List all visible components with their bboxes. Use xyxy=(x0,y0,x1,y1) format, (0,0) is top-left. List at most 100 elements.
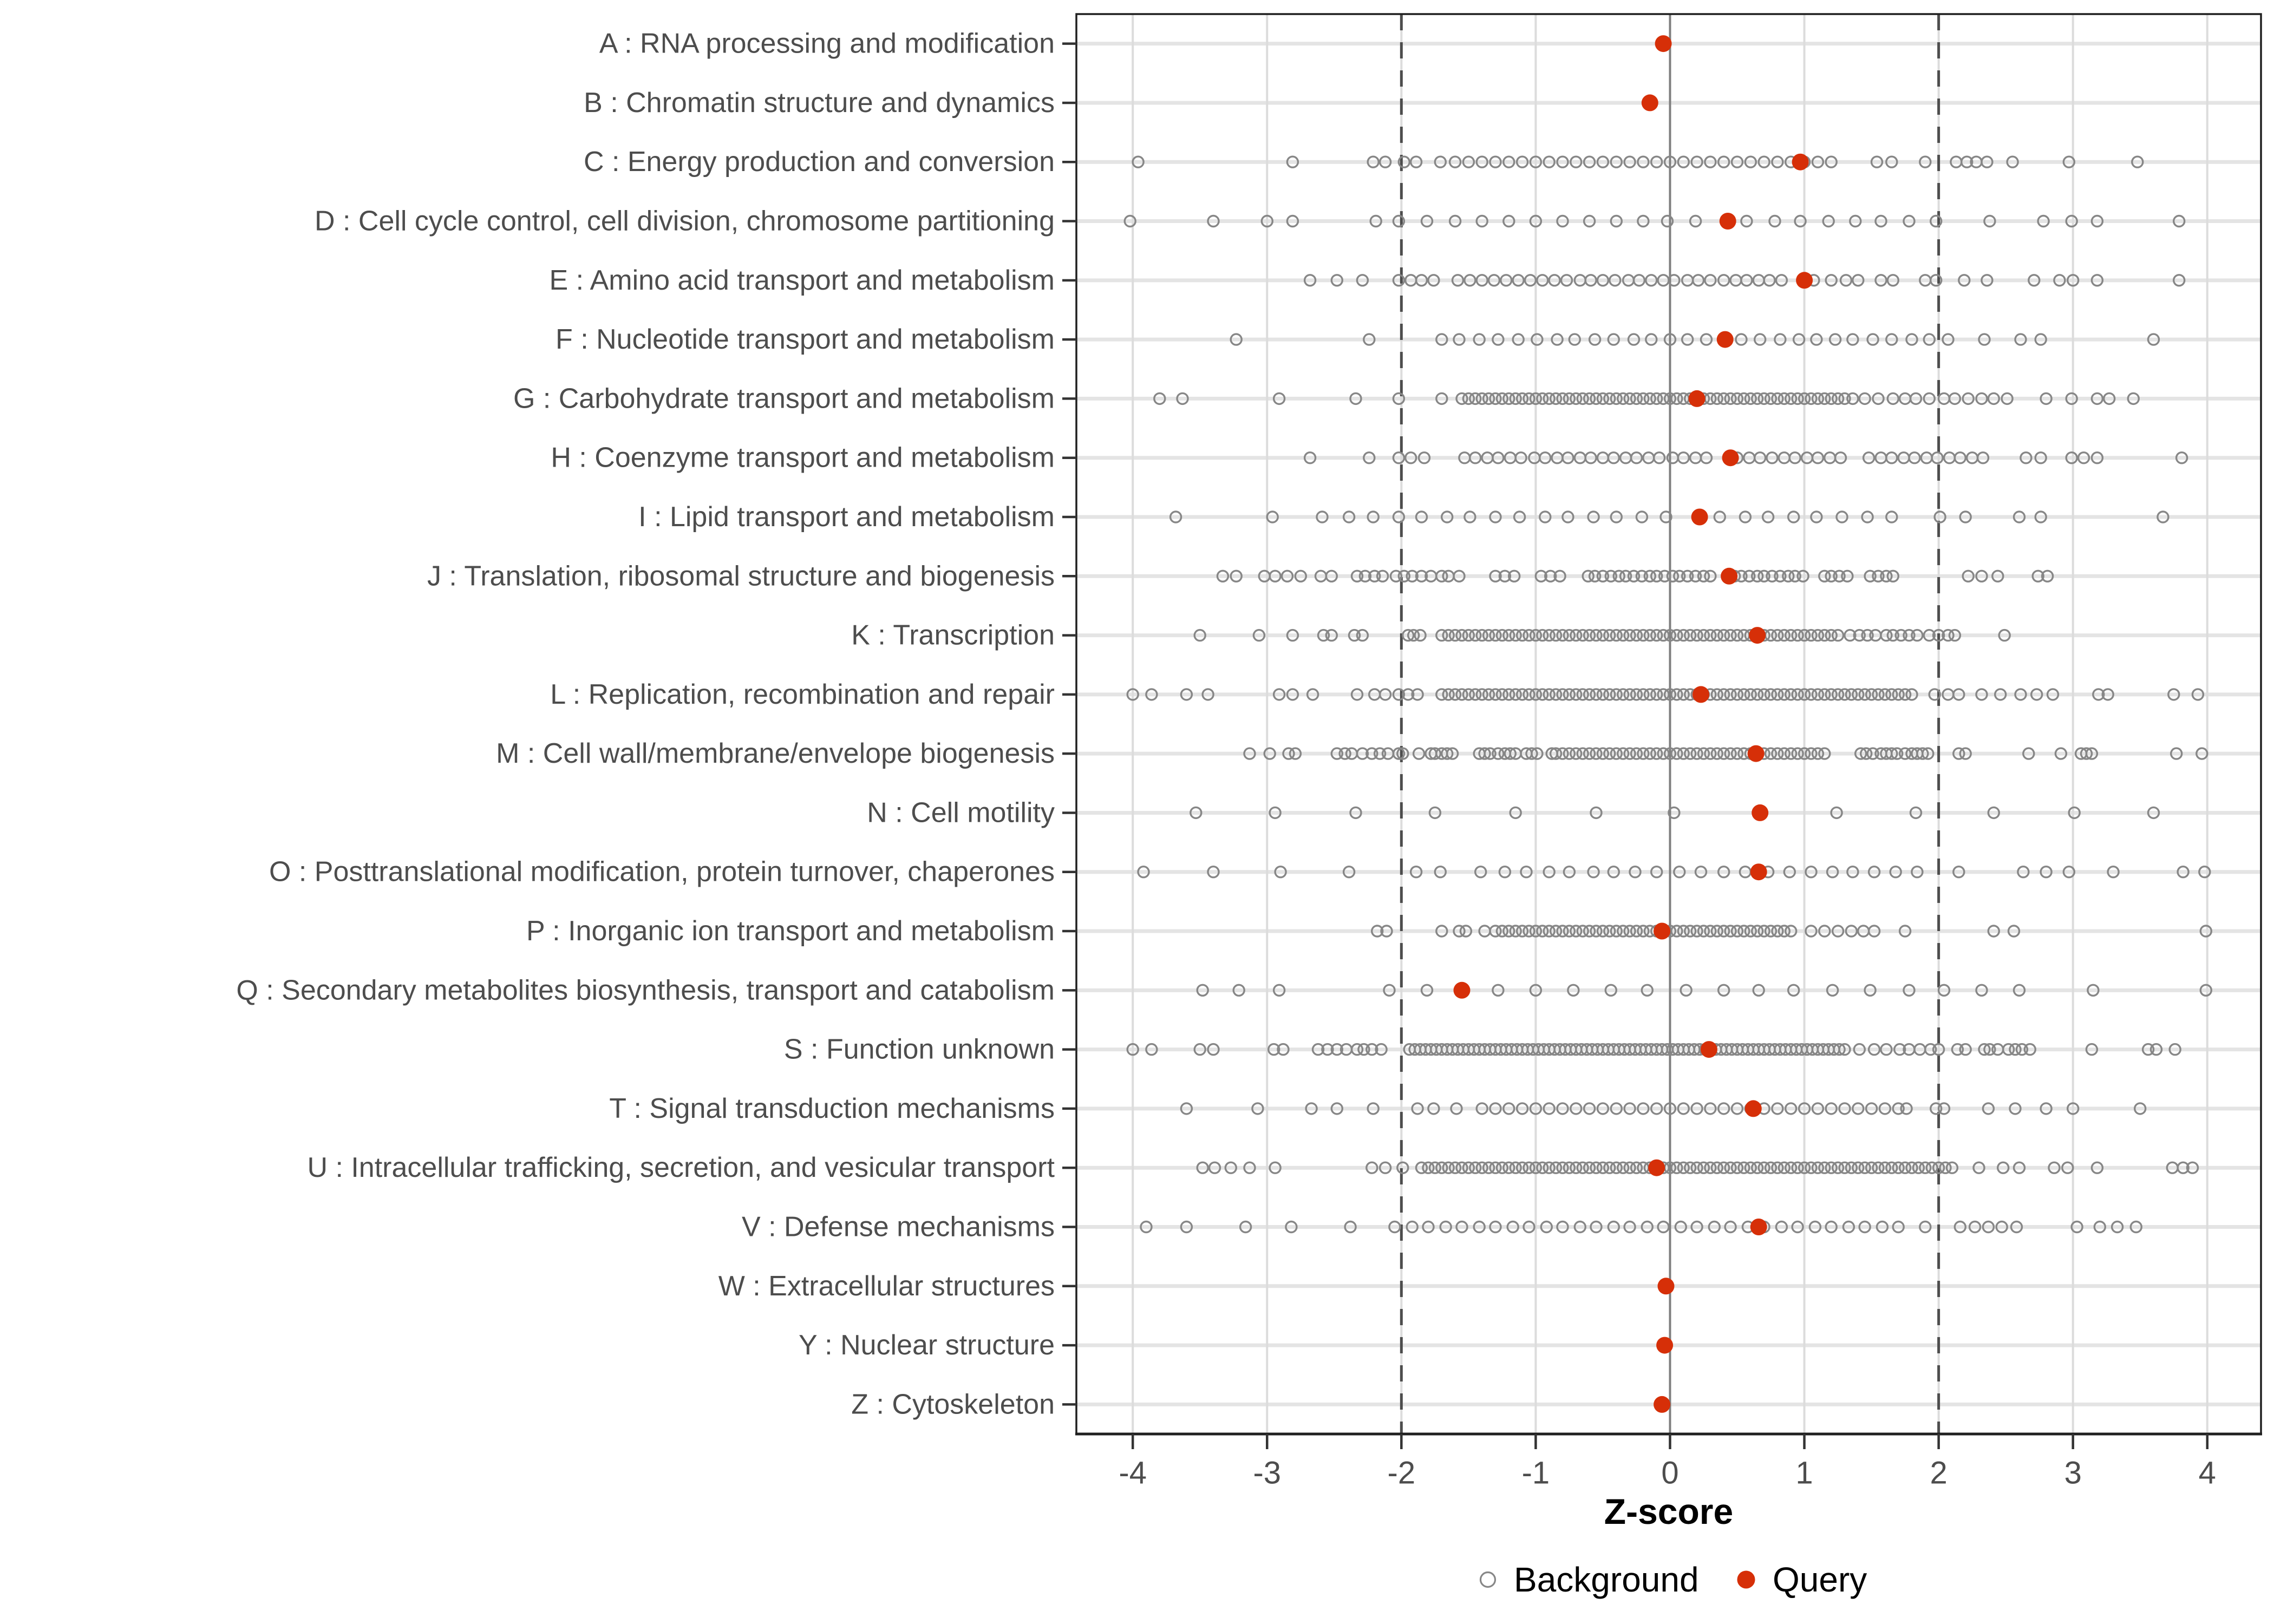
background-point xyxy=(1196,984,1209,997)
background-point xyxy=(1123,214,1136,228)
background-point xyxy=(1570,925,1583,938)
background-point xyxy=(2090,451,2104,464)
background-point xyxy=(1919,1161,1932,1174)
background-point xyxy=(1828,333,1842,346)
background-point xyxy=(1838,1102,1851,1115)
background-point xyxy=(1929,214,1943,228)
background-point xyxy=(2070,1220,2083,1234)
background-point xyxy=(1861,628,1874,642)
background-point xyxy=(1818,1161,1831,1174)
background-point xyxy=(1818,925,1831,938)
background-point xyxy=(1453,925,1466,938)
background-point xyxy=(1635,569,1649,583)
background-point xyxy=(1791,747,1804,760)
background-point xyxy=(2157,510,2170,523)
background-point xyxy=(1303,274,1317,287)
background-point xyxy=(1704,274,1717,287)
background-point xyxy=(1670,688,1683,701)
background-point xyxy=(1872,392,1885,405)
background-point xyxy=(1272,392,1286,405)
background-point xyxy=(1469,628,1482,642)
background-point xyxy=(1778,392,1791,405)
background-point xyxy=(1822,214,1835,228)
background-point xyxy=(1272,688,1286,701)
background-point xyxy=(1710,925,1724,938)
background-point xyxy=(1576,688,1589,701)
background-point xyxy=(1763,274,1776,287)
background-point xyxy=(2065,392,2078,405)
background-point xyxy=(1590,1161,1603,1174)
background-point xyxy=(1825,1220,1838,1234)
background-point xyxy=(1330,1102,1344,1115)
background-point xyxy=(1412,747,1426,760)
background-point xyxy=(1368,569,1381,583)
background-point xyxy=(1818,392,1831,405)
y-axis-label: P : Inorganic ion transport and metaboli… xyxy=(526,915,1055,947)
background-point xyxy=(1710,688,1724,701)
background-point xyxy=(1489,688,1502,701)
background-point xyxy=(1482,688,1495,701)
background-point xyxy=(1942,628,1955,642)
background-point xyxy=(1680,984,1693,997)
background-point xyxy=(1543,865,1556,879)
background-point xyxy=(1392,747,1406,760)
background-point xyxy=(2199,925,2213,938)
background-point xyxy=(1717,747,1730,760)
background-point xyxy=(1489,1102,1502,1115)
background-point xyxy=(1923,392,1936,405)
background-point xyxy=(1407,628,1420,642)
background-point xyxy=(1724,688,1737,701)
background-point xyxy=(1845,688,1858,701)
background-point xyxy=(1752,984,1765,997)
background-point xyxy=(1590,688,1603,701)
background-point xyxy=(1833,1043,1846,1056)
background-point xyxy=(1798,1102,1811,1115)
x-tick-label: -1 xyxy=(1522,1456,1550,1491)
background-point xyxy=(1587,865,1600,879)
background-point xyxy=(1543,155,1556,168)
background-point xyxy=(1673,865,1686,879)
background-point xyxy=(1563,747,1576,760)
background-point xyxy=(1724,925,1737,938)
background-point xyxy=(1576,628,1589,642)
background-point xyxy=(1392,214,1406,228)
background-point xyxy=(1455,1161,1468,1174)
background-point xyxy=(1853,628,1866,642)
background-point xyxy=(1145,688,1158,701)
background-point xyxy=(1277,1043,1290,1056)
y-axis-label: C : Energy production and conversion xyxy=(584,146,1055,178)
background-point xyxy=(1663,628,1677,642)
background-point xyxy=(1540,1220,1553,1234)
background-point xyxy=(1549,1161,1563,1174)
background-point xyxy=(1392,688,1406,701)
background-point xyxy=(1976,451,1990,464)
background-point xyxy=(1330,274,1344,287)
background-point xyxy=(1207,214,1220,228)
y-axis-label: G : Carbohydrate transport and metabolis… xyxy=(513,383,1055,414)
y-axis-label: Y : Nuclear structure xyxy=(799,1330,1055,1361)
background-point xyxy=(1543,688,1556,701)
background-point xyxy=(1590,747,1603,760)
background-point xyxy=(1610,392,1623,405)
background-point xyxy=(1570,628,1583,642)
background-point xyxy=(1604,984,1618,997)
y-axis-label: V : Defense mechanisms xyxy=(742,1211,1055,1242)
background-point xyxy=(1543,628,1556,642)
background-point xyxy=(1637,214,1650,228)
background-point xyxy=(1743,569,1756,583)
background-point xyxy=(1953,451,1967,464)
background-point xyxy=(2012,984,2026,997)
background-point xyxy=(1375,1043,1388,1056)
background-point xyxy=(2090,1161,2104,1174)
background-point xyxy=(1556,747,1569,760)
background-point xyxy=(1866,747,1879,760)
background-point xyxy=(2191,688,2205,701)
background-point xyxy=(1389,569,1403,583)
background-point xyxy=(1459,925,1473,938)
background-point xyxy=(1846,865,1859,879)
background-point xyxy=(1905,333,1918,346)
background-point xyxy=(1475,392,1488,405)
y-axis-label: N : Cell motility xyxy=(867,797,1055,828)
background-point xyxy=(1495,925,1509,938)
